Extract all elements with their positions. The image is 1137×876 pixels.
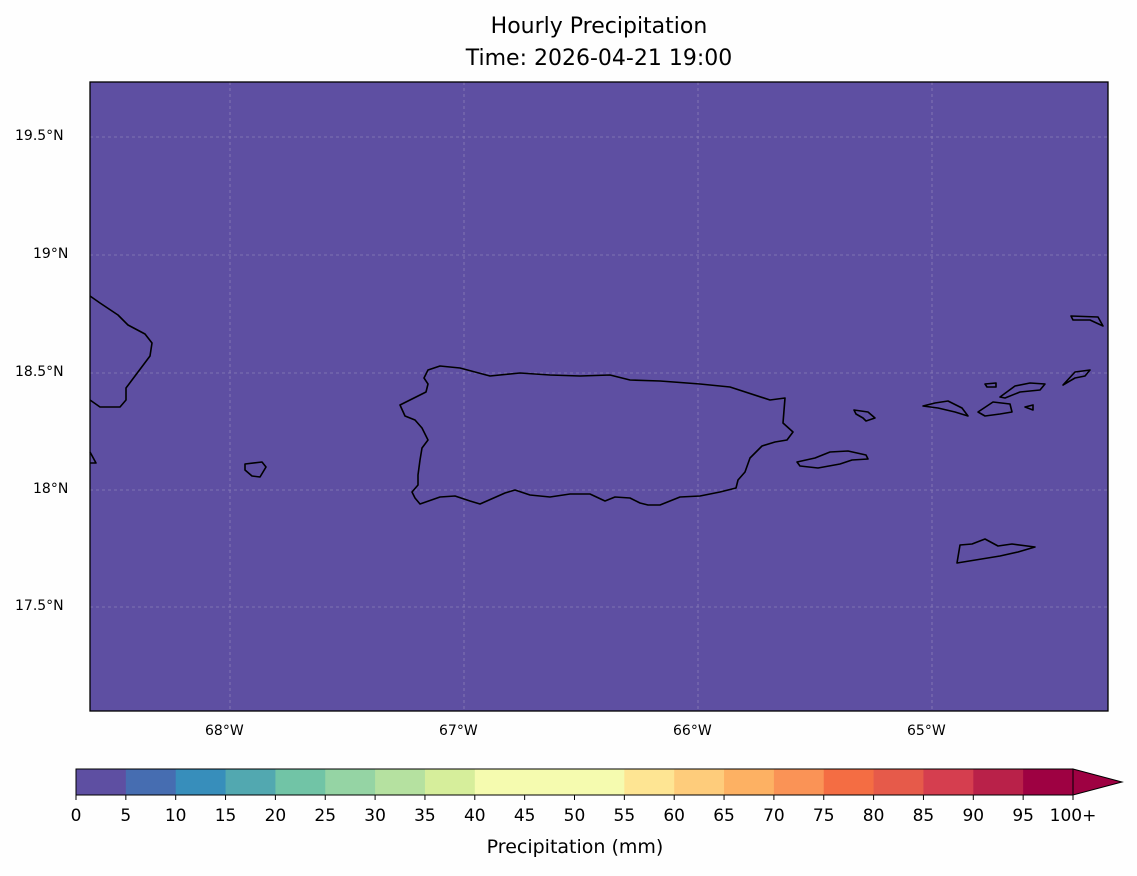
colorbar-tick-label: 80 [862, 806, 885, 826]
colorbar-tick-label: 50 [563, 806, 586, 826]
colorbar-tick-label: 70 [763, 806, 785, 826]
colorbar-segment [823, 769, 875, 795]
colorbar-segment [225, 769, 276, 795]
colorbar-segment [674, 769, 725, 795]
colorbar-label: Precipitation (mm) [486, 836, 664, 858]
colorbar-segment [325, 769, 376, 795]
colorbar-segment [773, 769, 825, 795]
coast-virgin-gorda [1062, 369, 1091, 386]
coast-culebra [853, 409, 876, 422]
y-tick-label: 18.5°N [15, 364, 64, 380]
colorbar-tick-label: 55 [613, 806, 636, 826]
x-tick-label: 66°W [673, 723, 712, 739]
x-tick-label: 68°W [205, 723, 244, 739]
y-tick-label: 19°N [33, 246, 69, 262]
colorbar-tick-label: 35 [414, 806, 436, 826]
gridlines [90, 82, 1108, 711]
colorbar [75, 768, 1124, 800]
colorbar-tick-label: 100+ [1049, 806, 1097, 826]
coast-st-croix [956, 538, 1036, 564]
colorbar-segment [624, 769, 675, 795]
colorbar-tick-label: 15 [214, 806, 237, 826]
x-tick-label: 65°W [907, 723, 946, 739]
colorbar-extend-arrow [1072, 768, 1124, 796]
coast-hispaniola-south [89, 451, 97, 464]
colorbar-tick-label: 25 [314, 806, 337, 826]
coast-anegada [1070, 315, 1104, 327]
colorbar-tick-label: 45 [513, 806, 536, 826]
coast-puerto-rico [399, 365, 794, 506]
precipitation-field [90, 82, 1108, 711]
coast-tortola [999, 382, 1046, 399]
colorbar-segment [175, 769, 227, 795]
map-frame [89, 81, 1109, 712]
chart-subtitle: Time: 2026-04-21 19:00 [465, 46, 733, 71]
colorbar-tick-label: 20 [264, 806, 287, 826]
colorbar-segment [724, 769, 775, 795]
coast-mona-island [244, 461, 267, 478]
colorbar-segment [424, 769, 476, 795]
colorbar-tick-label: 65 [713, 806, 735, 826]
coast-small-cay [1024, 404, 1034, 411]
colorbar-tick-label: 90 [962, 806, 985, 826]
coast-hispaniola [89, 295, 153, 408]
colorbar-segment [1023, 769, 1074, 795]
colorbar-tick-label: 30 [364, 806, 386, 826]
coast-vieques [796, 450, 869, 469]
coastlines [89, 295, 1104, 564]
chart-title: Hourly Precipitation [490, 14, 708, 39]
y-tick-label: 19.5°N [15, 128, 64, 144]
y-tick-label: 18°N [33, 481, 69, 497]
colorbar-segment [574, 769, 625, 795]
colorbar-tick-label: 10 [164, 806, 187, 826]
colorbar-tick-label: 0 [70, 806, 82, 826]
colorbar-tick-label: 5 [120, 806, 132, 826]
colorbar-segment [973, 769, 1024, 795]
colorbar-tick-label: 40 [463, 806, 486, 826]
y-tick-label: 17.5°N [15, 598, 64, 614]
colorbar-segment [524, 769, 575, 795]
coast-st-thomas [922, 400, 969, 417]
colorbar-tick-label: 60 [663, 806, 686, 826]
colorbar-tick-label: 75 [812, 806, 835, 826]
colorbar-segment [873, 769, 924, 795]
colorbar-segment [923, 769, 974, 795]
colorbar-segment [125, 769, 177, 795]
colorbar-segment [76, 769, 127, 795]
colorbar-segment [375, 769, 426, 795]
coast-st-john [977, 401, 1013, 417]
colorbar-segment [474, 769, 526, 795]
colorbar-tick-label: 95 [1012, 806, 1034, 826]
colorbar-tick-label: 85 [912, 806, 935, 826]
coast-jost [984, 382, 997, 388]
colorbar-segment [275, 769, 326, 795]
x-tick-label: 67°W [439, 723, 478, 739]
